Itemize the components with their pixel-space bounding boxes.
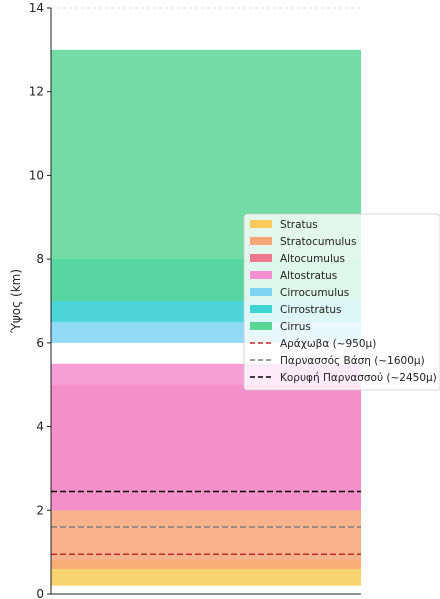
legend-label: Cirrus bbox=[280, 321, 311, 333]
y-tick-label: 10 bbox=[29, 168, 44, 182]
legend-box bbox=[243, 213, 440, 391]
y-tick-label: 8 bbox=[36, 252, 44, 266]
legend-label: Altocumulus bbox=[280, 253, 345, 265]
reference-lines bbox=[51, 7, 361, 555]
legend: Stratus Stratocumulus Altocumulus Altostrat… bbox=[243, 213, 440, 391]
legend-label: Stratus bbox=[280, 219, 318, 231]
legend-label: Κορυφή Παρνασσού (~2450μ) bbox=[280, 372, 437, 384]
y-tick-label: 2 bbox=[36, 503, 44, 517]
legend-label: Altostratus bbox=[280, 270, 337, 282]
axes bbox=[50, 8, 361, 595]
legend-swatch-cirrus bbox=[250, 322, 272, 330]
y-axis-label: Ύψος (km) bbox=[9, 269, 23, 334]
legend-label: Stratocumulus bbox=[280, 236, 356, 248]
y-tick-label: 14 bbox=[29, 1, 44, 15]
legend-label: Αράχωβα (~950μ) bbox=[280, 338, 376, 350]
legend-label: Παρνασσός Βάση (~1600μ) bbox=[280, 355, 425, 367]
legend-swatch-altocumulus bbox=[250, 254, 272, 262]
band-stratocumulus bbox=[51, 510, 361, 569]
y-tick-label: 12 bbox=[29, 85, 44, 99]
y-tick-label: 6 bbox=[36, 336, 44, 350]
legend-swatch-cirrocumulus bbox=[250, 288, 272, 296]
legend-label: Cirrostratus bbox=[280, 304, 341, 316]
y-ticks: 0 2 4 6 8 10 12 14 bbox=[29, 1, 51, 599]
legend-swatch-altostratus bbox=[250, 271, 272, 279]
legend-swatch-stratocumulus bbox=[250, 237, 272, 245]
legend-swatch-cirrostratus bbox=[250, 305, 272, 313]
legend-label: Cirrocumulus bbox=[280, 287, 349, 299]
y-tick-label: 4 bbox=[36, 420, 44, 434]
legend-swatch-stratus bbox=[250, 220, 272, 228]
y-tick-label: 0 bbox=[36, 587, 44, 599]
